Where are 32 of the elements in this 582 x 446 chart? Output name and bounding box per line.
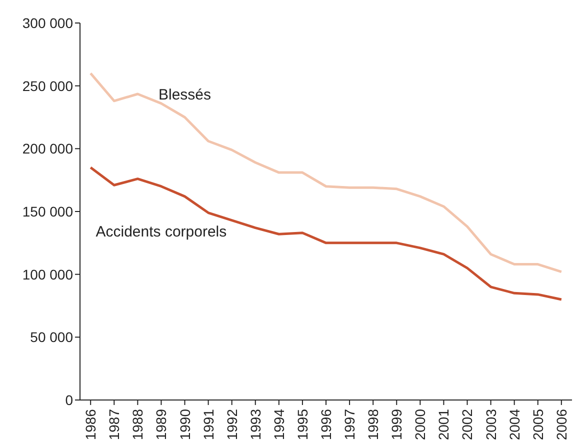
x-tick-label: 1989 xyxy=(153,408,170,440)
y-tick-label: 250 000 xyxy=(22,78,74,94)
y-tick-label: 300 000 xyxy=(22,14,74,31)
line-series xyxy=(89,72,563,274)
x-tick-label: 1993 xyxy=(247,408,264,440)
x-tick-label: 1999 xyxy=(388,408,405,440)
x-tick-label: 1988 xyxy=(130,408,146,440)
x-tick-label: 2004 xyxy=(506,408,522,440)
x-tick-label: 1992 xyxy=(224,408,240,440)
x-tick-label: 2001 xyxy=(436,408,452,440)
x-tick-label: 1994 xyxy=(270,408,287,440)
x-tick-label: 1996 xyxy=(318,408,334,440)
x-tick-label: 2006 xyxy=(553,408,570,440)
line-series xyxy=(89,166,563,301)
y-tick-label: 200 000 xyxy=(22,140,74,157)
x-tick-label: 2000 xyxy=(412,408,428,440)
x-tick-label: 2005 xyxy=(530,408,546,440)
series-label: Accidents corporels xyxy=(96,223,227,240)
x-tick-label: 1997 xyxy=(342,408,358,440)
x-tick-label: 1986 xyxy=(82,408,99,440)
y-tick-label: 100 000 xyxy=(22,266,74,282)
x-tick-label: 2002 xyxy=(459,408,476,440)
series-label: Blessés xyxy=(158,86,212,104)
x-tick-label: 1991 xyxy=(200,408,216,440)
x-tick-label: 1990 xyxy=(176,408,193,440)
y-tick-label: 50 000 xyxy=(30,329,74,346)
y-tick-label: 0 xyxy=(65,392,74,408)
x-tick-label: 2003 xyxy=(482,408,499,440)
y-tick-label: 150 000 xyxy=(22,203,74,220)
x-tick-label: 1998 xyxy=(365,408,382,440)
x-tick-label: 1987 xyxy=(106,408,122,440)
x-tick-label: 1995 xyxy=(294,408,310,440)
